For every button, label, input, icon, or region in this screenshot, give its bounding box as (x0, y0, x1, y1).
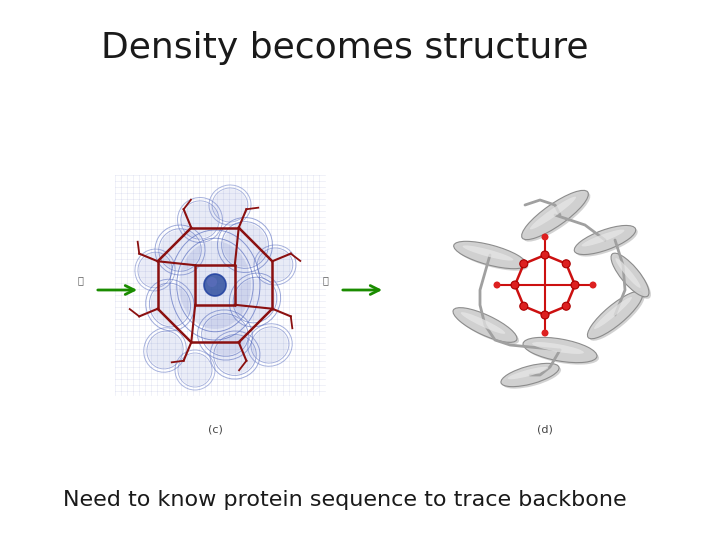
Circle shape (562, 302, 570, 310)
Text: ⎕: ⎕ (322, 275, 328, 285)
Ellipse shape (160, 230, 200, 270)
Ellipse shape (461, 312, 505, 334)
Ellipse shape (456, 244, 528, 271)
Text: (c): (c) (207, 425, 222, 435)
Ellipse shape (139, 253, 171, 287)
Ellipse shape (616, 258, 641, 288)
Ellipse shape (148, 332, 182, 368)
Ellipse shape (213, 189, 247, 221)
Circle shape (571, 281, 579, 289)
Circle shape (562, 260, 570, 268)
Ellipse shape (223, 223, 267, 267)
Text: Need to know protein sequence to trace backbone: Need to know protein sequence to trace b… (63, 490, 627, 510)
Circle shape (511, 281, 519, 289)
Ellipse shape (590, 293, 644, 341)
Ellipse shape (463, 245, 513, 261)
Ellipse shape (521, 191, 588, 240)
Text: ⎕: ⎕ (77, 275, 83, 285)
Ellipse shape (215, 336, 255, 374)
Circle shape (541, 329, 549, 336)
Circle shape (541, 233, 549, 240)
Ellipse shape (455, 309, 519, 345)
Ellipse shape (508, 367, 549, 379)
Circle shape (590, 281, 596, 288)
Ellipse shape (532, 342, 584, 354)
Ellipse shape (611, 253, 649, 297)
Ellipse shape (454, 241, 526, 269)
Ellipse shape (204, 274, 226, 296)
Ellipse shape (588, 291, 642, 339)
Ellipse shape (613, 255, 651, 299)
Text: Density becomes structure: Density becomes structure (102, 31, 589, 65)
Ellipse shape (525, 339, 599, 364)
Ellipse shape (453, 308, 517, 342)
Ellipse shape (179, 354, 211, 386)
Ellipse shape (576, 227, 638, 256)
Ellipse shape (179, 241, 251, 329)
Ellipse shape (203, 315, 247, 355)
Ellipse shape (258, 249, 292, 281)
Circle shape (520, 260, 528, 268)
Ellipse shape (523, 192, 590, 241)
Ellipse shape (252, 328, 288, 362)
Ellipse shape (501, 363, 559, 387)
Circle shape (493, 281, 500, 288)
Ellipse shape (523, 338, 597, 363)
Circle shape (541, 251, 549, 259)
Ellipse shape (594, 297, 632, 329)
Ellipse shape (235, 279, 276, 321)
Circle shape (541, 311, 549, 319)
Ellipse shape (582, 230, 624, 246)
Ellipse shape (182, 202, 218, 238)
Circle shape (520, 302, 528, 310)
Ellipse shape (503, 366, 561, 389)
Ellipse shape (575, 225, 636, 254)
Ellipse shape (530, 197, 576, 230)
Ellipse shape (207, 277, 217, 287)
Text: (d): (d) (537, 425, 553, 435)
Ellipse shape (150, 285, 189, 326)
